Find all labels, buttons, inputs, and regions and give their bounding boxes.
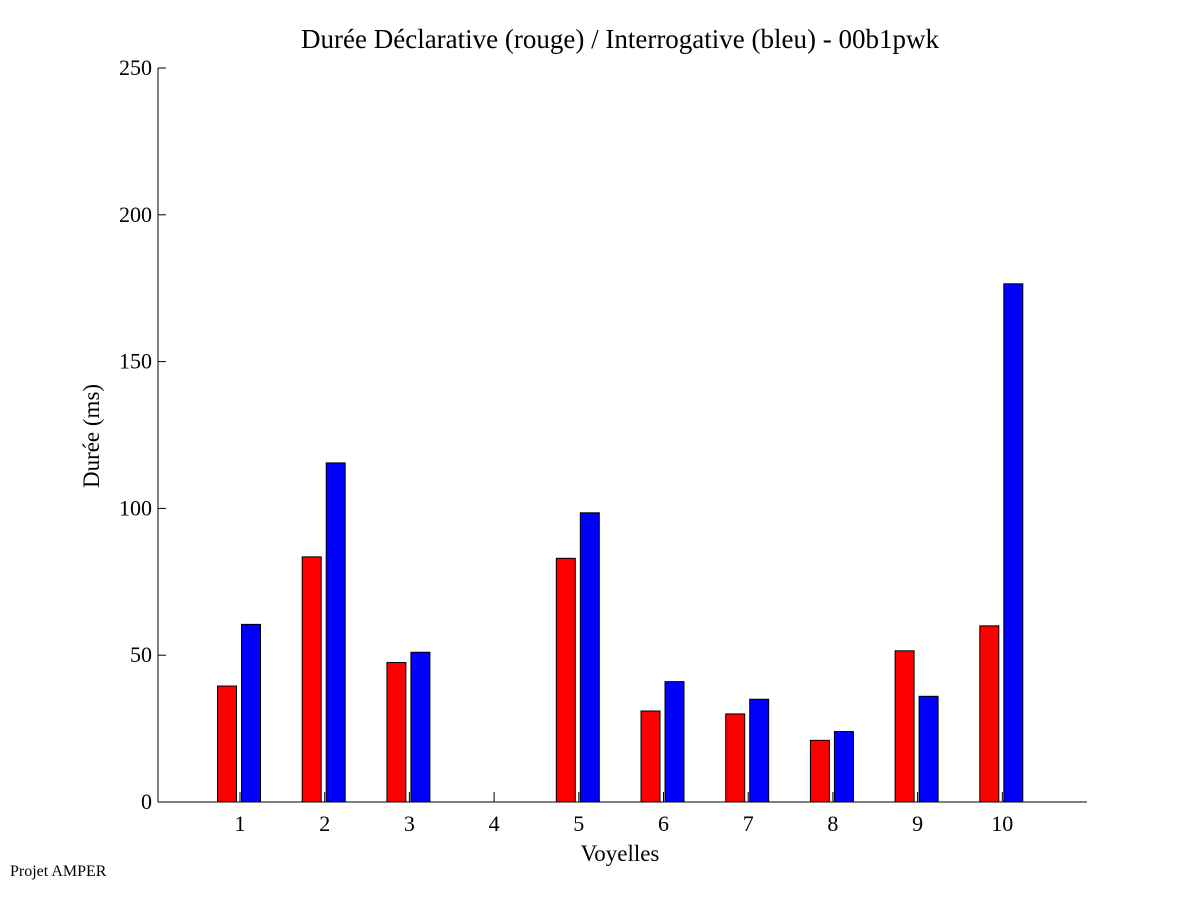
bar-declarative: [809, 739, 830, 803]
bar-declarative: [725, 713, 746, 803]
bar-interrogative: [918, 695, 939, 803]
bar-declarative: [301, 556, 322, 803]
y-tick-label: 0: [141, 789, 152, 814]
footer-credit: Projet AMPER: [10, 863, 107, 880]
y-tick-label: 100: [119, 495, 152, 520]
chart-title: Durée Déclarative (rouge) / Interrogativ…: [301, 24, 939, 54]
x-tick-label: 8: [827, 811, 838, 836]
bar-interrogative: [579, 512, 600, 803]
y-tick-label: 250: [119, 55, 152, 80]
x-tick-label: 9: [912, 811, 923, 836]
x-tick-label: 5: [573, 811, 584, 836]
x-tick-label: 4: [489, 811, 500, 836]
bar-interrogative: [1003, 283, 1024, 803]
bar-interrogative: [749, 698, 770, 803]
bar-declarative: [217, 685, 237, 803]
x-tick-label: 2: [319, 811, 330, 836]
x-tick-label: 10: [991, 811, 1013, 836]
bar-interrogative: [664, 681, 685, 803]
bar-interrogative: [325, 462, 346, 803]
plot-area: 0 50 100 150 200 250 1 2 3 4 5 6 7 8 9 10: [119, 55, 1087, 836]
bar-declarative: [640, 710, 661, 803]
y-tick-label: 200: [119, 202, 152, 227]
bar-declarative: [555, 557, 576, 803]
x-tick-label: 6: [658, 811, 669, 836]
x-tick-label: 7: [743, 811, 754, 836]
bar-declarative: [979, 625, 1000, 803]
y-axis-label: Durée (ms): [79, 384, 104, 488]
x-tick-label: 3: [404, 811, 415, 836]
bar-declarative: [386, 662, 407, 803]
y-tick-label: 150: [119, 349, 152, 374]
bar-interrogative: [410, 651, 431, 803]
y-tick-label: 50: [130, 642, 152, 667]
x-axis-label: Voyelles: [581, 841, 660, 866]
x-tick-label: 1: [235, 811, 246, 836]
bar-declarative: [894, 650, 915, 803]
bar-interrogative: [241, 623, 261, 803]
bar-interrogative: [833, 731, 854, 803]
